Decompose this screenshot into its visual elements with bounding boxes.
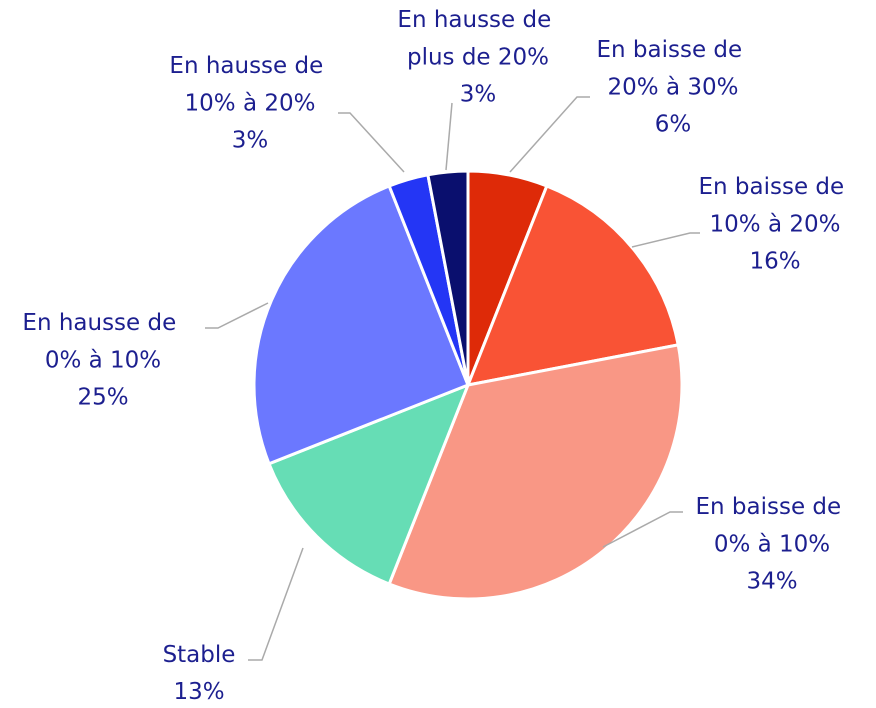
slice-label-line: En hausse de xyxy=(397,7,558,33)
slice-label: Stable xyxy=(163,642,236,668)
leader-line xyxy=(338,112,405,173)
slice-label-line: En hausse de xyxy=(22,310,183,336)
slice-label: En baisse de 20% à 30% xyxy=(597,37,750,101)
pie-slice xyxy=(387,343,684,601)
leader-line xyxy=(509,96,590,173)
slice-label-line: En baisse de xyxy=(696,494,849,520)
leader-line xyxy=(602,511,683,548)
value-label: 25% xyxy=(77,385,128,411)
slice-label: En hausse de 10% à 20% xyxy=(169,53,330,117)
value-label: 16% xyxy=(749,249,800,275)
slice-label: En baisse de 0% à 10% xyxy=(696,494,849,558)
pie-slice xyxy=(252,184,470,466)
slice-label-line: En baisse de xyxy=(699,174,852,200)
slice-label-line: En hausse de xyxy=(169,53,330,79)
leader-line xyxy=(205,302,269,329)
value-label: 34% xyxy=(746,569,797,595)
slice-label-line: 10% à 20% xyxy=(185,90,316,116)
slice-label-line: 20% à 30% xyxy=(608,74,739,100)
slice-label-line: 0% à 10% xyxy=(714,531,830,557)
pie-slice xyxy=(426,169,470,386)
value-label: 3% xyxy=(460,82,497,108)
value-label: 3% xyxy=(232,128,269,154)
pie-slice xyxy=(465,184,680,387)
leader-line xyxy=(445,102,453,171)
leader-line xyxy=(631,232,700,248)
slice-label: En hausse de 0% à 10% xyxy=(22,310,183,374)
slice-label: En hausse de plus de 20% xyxy=(397,7,558,71)
slice-label-line: 0% à 10% xyxy=(45,347,161,373)
slice-label-line: Stable xyxy=(163,642,236,668)
slice-label-line: En baisse de xyxy=(597,37,750,63)
slice-label-line: plus de 20% xyxy=(407,44,549,70)
value-label: 13% xyxy=(173,679,224,704)
leader-line xyxy=(248,547,304,661)
value-label: 6% xyxy=(655,112,692,138)
slice-label-line: 10% à 20% xyxy=(710,211,841,237)
slice-label: En baisse de 10% à 20% xyxy=(699,174,852,238)
pie-slice xyxy=(267,382,471,586)
